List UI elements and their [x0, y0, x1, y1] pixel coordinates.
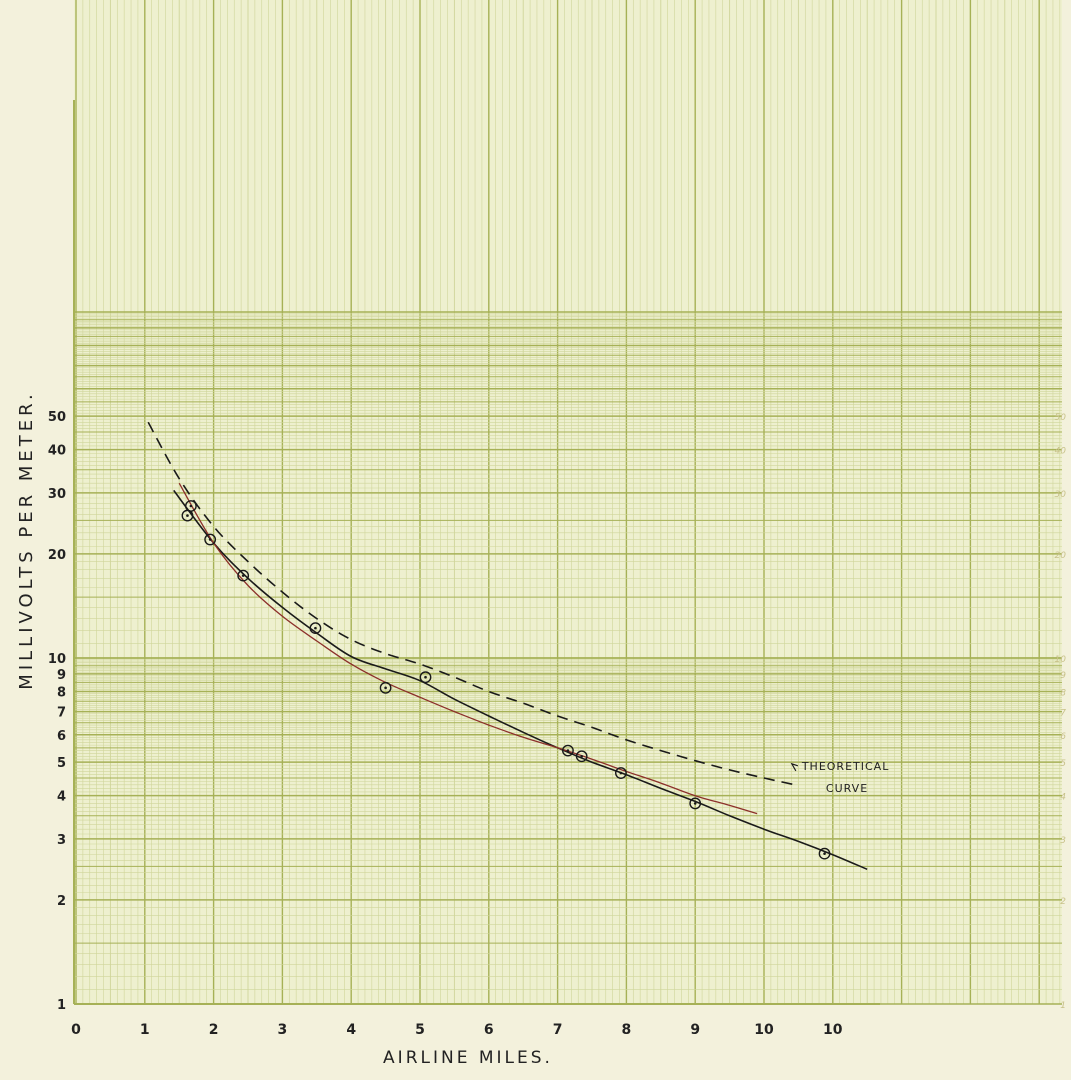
data-point: [818, 847, 831, 860]
right-scale-label: 3: [1060, 836, 1066, 846]
y-tick-label: 30: [48, 487, 66, 502]
right-scale-label: 40: [1055, 447, 1067, 457]
x-tick-label: 9: [690, 1022, 700, 1038]
y-tick-label: 20: [48, 548, 66, 563]
annotation-arrow: [790, 762, 799, 772]
red-curve: [178, 482, 758, 815]
data-point-dot: [314, 626, 317, 630]
series-lines: [147, 421, 868, 871]
y-tick-label: 3: [57, 833, 66, 848]
data-point-dot: [189, 504, 193, 508]
data-point: [419, 671, 432, 684]
data-point: [689, 797, 702, 810]
data-point: [181, 509, 194, 522]
x-tick-label: 6: [484, 1022, 494, 1038]
data-point: [575, 750, 588, 763]
right-scale-label: 20: [1055, 551, 1067, 561]
data-point-dot: [208, 538, 212, 541]
y-tick-label: 2: [57, 894, 66, 909]
annotation-curve: CURVE: [826, 782, 868, 795]
right-scale-label: 4: [1060, 793, 1066, 803]
y-tick-label: 9: [57, 668, 66, 683]
y-tick-label: 7: [57, 706, 66, 721]
axis-ticks: 0 1 2 3 4 5 6 7 8 9 10 1012345678910203040501234567…: [48, 410, 1066, 1038]
y-tick-label: 1: [57, 998, 66, 1013]
x-tick-label: 5: [415, 1022, 425, 1038]
data-point-dot: [693, 802, 697, 805]
right-scale-label: 10: [1055, 655, 1067, 665]
x-tick-label: 10: [823, 1022, 843, 1038]
y-tick-label: 50: [48, 410, 66, 425]
x-tick-label: 3: [278, 1022, 288, 1038]
plot-area: [74, 0, 1062, 1004]
y-axis-label: MILLIVOLTS PER METER.: [16, 390, 37, 689]
right-scale-label: 8: [1060, 689, 1066, 699]
data-point-dot: [186, 514, 189, 517]
data-point-dot: [823, 852, 826, 855]
data-point: [204, 533, 217, 546]
grid: [73, 0, 1062, 1005]
x-tick-label: 1: [140, 1022, 150, 1038]
data-point-dot: [580, 754, 583, 758]
right-scale-label: 7: [1060, 709, 1066, 719]
data-point-dot: [241, 574, 245, 577]
right-scale-label: 6: [1060, 732, 1066, 742]
right-scale-label: 2: [1060, 897, 1066, 907]
theoretical-curve: [147, 421, 796, 786]
data-point-dot: [424, 675, 427, 679]
right-scale-label: 50: [1055, 413, 1067, 423]
y-tick-label: 4: [57, 790, 66, 805]
right-scale-label: 1: [1060, 1001, 1066, 1011]
x-tick-label: 10: [754, 1022, 774, 1038]
data-points: [181, 500, 831, 860]
annotation-theoretical: THEORETICAL: [801, 760, 890, 773]
x-tick-label: 7: [553, 1022, 563, 1038]
right-scale-label: 30: [1055, 490, 1067, 500]
x-axis-label: AIRLINE MILES.: [383, 1048, 553, 1068]
y-tick-label: 8: [57, 686, 66, 701]
data-point: [237, 569, 250, 582]
data-point: [309, 622, 322, 635]
x-tick-label: 8: [622, 1022, 632, 1038]
fitted-curve: [173, 489, 868, 871]
y-tick-label: 6: [57, 729, 66, 744]
x-tick-label: 4: [346, 1022, 356, 1038]
data-point-dot: [384, 686, 387, 690]
data-point-dot: [619, 771, 623, 775]
x-tick-label: 0: [71, 1022, 81, 1038]
data-point-dot: [566, 749, 570, 752]
y-tick-label: 40: [48, 444, 66, 459]
right-scale-label: 5: [1060, 759, 1066, 769]
right-scale-label: 9: [1060, 671, 1066, 681]
x-tick-label: 2: [209, 1022, 219, 1038]
y-tick-label: 5: [57, 756, 66, 771]
data-point: [614, 767, 627, 779]
data-point: [562, 744, 574, 757]
data-point: [379, 681, 392, 694]
y-tick-label: 10: [48, 652, 66, 667]
